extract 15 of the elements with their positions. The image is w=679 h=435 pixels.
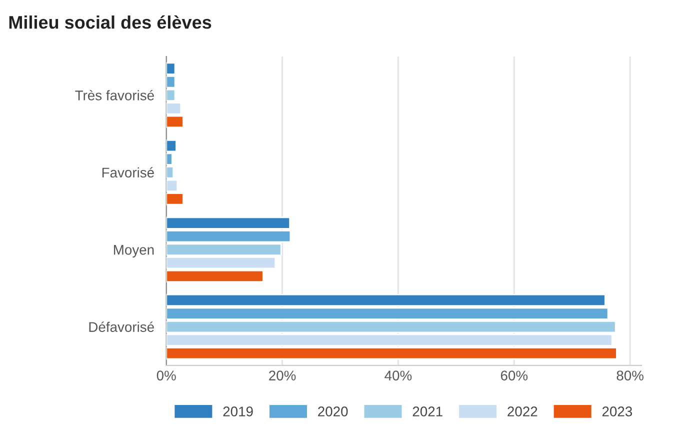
- legend-label: 2019: [223, 406, 253, 416]
- legend-label: 2023: [602, 406, 632, 416]
- legend-label: 2020: [318, 406, 348, 416]
- y-tick-label: Défavorisé: [89, 322, 154, 332]
- x-tick-label: 60%: [500, 370, 528, 380]
- x-tick-label: 0%: [156, 370, 176, 380]
- x-tick-label: 20%: [269, 370, 296, 380]
- y-tick-label: Favorisé: [102, 167, 154, 178]
- legend-label: 2022: [508, 406, 538, 416]
- legend-label: 2021: [412, 406, 442, 416]
- x-tick-label: 40%: [384, 370, 412, 380]
- y-tick-label: Moyen: [114, 245, 154, 258]
- x-tick-label: 80%: [616, 370, 644, 380]
- chart-title: Milieu social des élèves: [9, 15, 212, 29]
- y-tick-label: Très favorisé: [75, 90, 154, 100]
